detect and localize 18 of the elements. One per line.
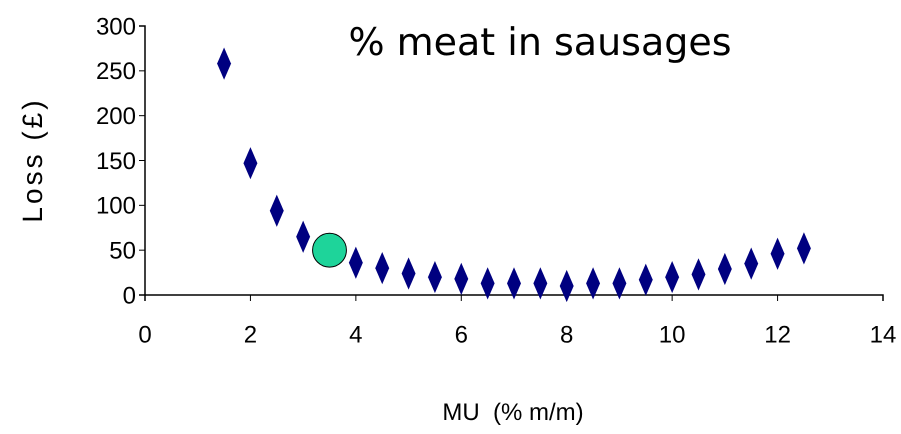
y-axis-title: Loss (£): [17, 97, 48, 223]
x-tick-label: 4: [349, 321, 363, 348]
y-tick-label: 200: [96, 103, 136, 130]
y-tick-label: 300: [96, 13, 136, 40]
x-tick-label: 8: [560, 321, 574, 348]
y-tick-label: 50: [109, 238, 136, 265]
y-tick-label: 0: [122, 282, 136, 310]
x-tick-label: 12: [764, 321, 791, 348]
x-tick-label: 6: [454, 321, 468, 348]
x-tick-label: 14: [870, 321, 896, 348]
y-tick-label: 250: [96, 58, 136, 86]
y-tick-label: 150: [96, 148, 136, 175]
y-tick-label: 100: [96, 192, 136, 220]
x-tick-label: 10: [658, 321, 686, 348]
chart-title: % meat in sausages: [348, 20, 732, 64]
point: [312, 232, 347, 268]
x-tick-label: 2: [244, 321, 258, 348]
x-axis-title: MU (% m/m): [442, 399, 584, 426]
